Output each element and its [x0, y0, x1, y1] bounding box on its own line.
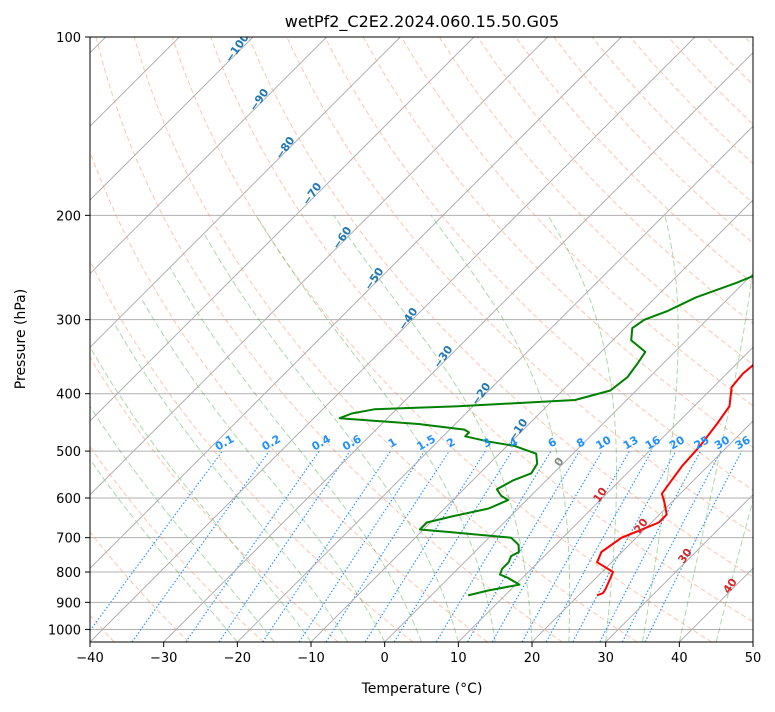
x-tick-label: −40 — [76, 651, 103, 666]
y-tick-label: 1000 — [48, 623, 81, 638]
y-tick-label: 900 — [56, 596, 81, 611]
x-tick-label: 40 — [671, 651, 688, 666]
y-tick-label: 300 — [56, 314, 81, 329]
chart-title: wetPf2_C2E2.2024.060.15.50.G05 — [285, 12, 559, 32]
y-tick-label: 800 — [56, 566, 81, 581]
y-tick-label: 500 — [56, 445, 81, 460]
x-tick-label: 20 — [524, 651, 541, 666]
x-tick-label: 30 — [597, 651, 614, 666]
y-tick-label: 100 — [56, 31, 81, 46]
y-tick-label: 400 — [56, 388, 81, 403]
y-axis-label: Pressure (hPa) — [13, 289, 29, 389]
x-tick-label: −30 — [150, 651, 177, 666]
x-tick-label: −10 — [297, 651, 324, 666]
x-tick-label: 0 — [381, 651, 389, 666]
x-tick-label: 50 — [745, 651, 762, 666]
x-tick-label: −20 — [224, 651, 251, 666]
y-tick-label: 600 — [56, 492, 81, 507]
x-tick-label: 10 — [450, 651, 467, 666]
y-tick-label: 700 — [56, 532, 81, 547]
x-axis-label: Temperature (°C) — [361, 681, 483, 697]
y-tick-label: 200 — [56, 209, 81, 224]
